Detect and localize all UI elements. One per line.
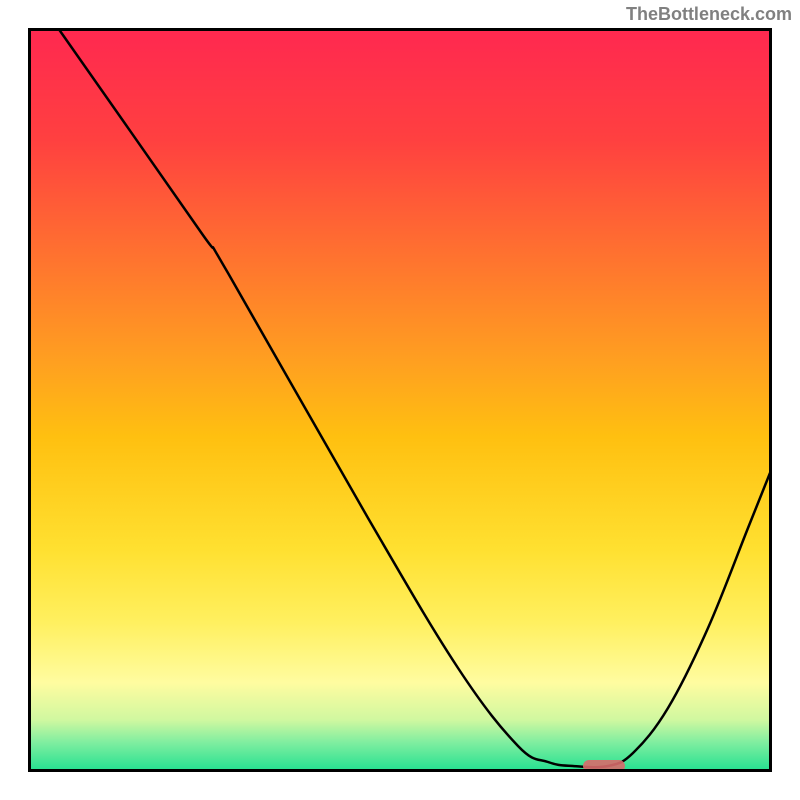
gradient-background (28, 28, 772, 772)
gradient-chart (28, 28, 772, 772)
chart-svg (28, 28, 772, 772)
watermark-text: TheBottleneck.com (626, 4, 792, 25)
